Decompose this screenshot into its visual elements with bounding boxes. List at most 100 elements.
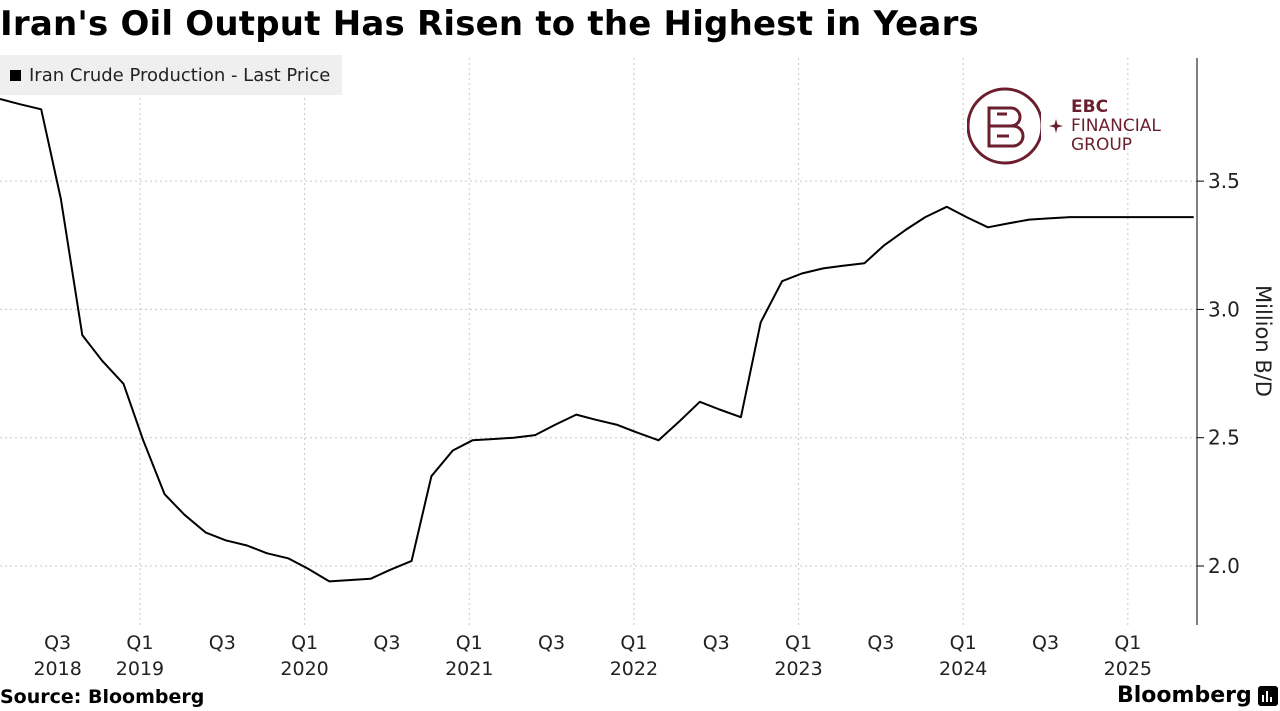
- data-point: [266, 552, 268, 554]
- data-point: [452, 449, 454, 451]
- data-point: [1069, 216, 1071, 218]
- data-point: [81, 334, 83, 336]
- data-point: [101, 360, 103, 362]
- x-axis-ticks: Q3 2018 Q1 2019 Q3 Q1 2020 Q3 Q1 2021 Q3 Q1 2022 Q3 Q1…: [33, 632, 1152, 680]
- x-tick-label: Q3: [373, 632, 400, 654]
- data-point: [595, 419, 597, 421]
- data-point: [471, 439, 473, 441]
- x-year-label: 2025: [1104, 658, 1152, 680]
- data-point: [307, 567, 309, 569]
- data-point: [348, 579, 350, 581]
- data-point: [657, 439, 659, 441]
- data-point: [287, 557, 289, 559]
- y-tick-label: 2.0: [1208, 554, 1240, 578]
- x-year-label: 2023: [774, 658, 822, 680]
- data-point: [534, 434, 536, 436]
- data-point: [1089, 216, 1091, 218]
- data-point: [575, 413, 577, 415]
- legend-label: Iran Crude Production - Last Price: [29, 64, 331, 86]
- x-tick-label: Q3: [44, 632, 71, 654]
- x-tick-label: Q3: [209, 632, 236, 654]
- data-point: [946, 206, 948, 208]
- bloomberg-brand: Bloomberg: [1117, 683, 1278, 708]
- data-point: [163, 493, 165, 495]
- data-point: [554, 424, 556, 426]
- ebc-watermark: EBC FINANCIAL GROUP: [967, 86, 1161, 166]
- x-tick-label: Q1: [950, 632, 977, 654]
- data-point: [246, 544, 248, 546]
- data-point: [1006, 222, 1008, 224]
- y-tick-label: 2.5: [1208, 426, 1240, 450]
- data-point: [904, 229, 906, 231]
- data-point: [430, 475, 432, 477]
- data-point: [842, 265, 844, 267]
- data-point: [122, 383, 124, 385]
- x-tick-label: Q1: [785, 632, 812, 654]
- x-tick-label: Q3: [703, 632, 730, 654]
- data-point: [987, 226, 989, 228]
- data-point: [801, 272, 803, 274]
- watermark-line-3: GROUP: [1071, 134, 1133, 155]
- watermark-line-2: FINANCIAL: [1071, 115, 1161, 136]
- x-tick-label: Q1: [1114, 632, 1141, 654]
- ebc-logo-icon: [967, 87, 1041, 165]
- x-tick-label: Q3: [867, 632, 894, 654]
- x-tick-label: Q1: [620, 632, 647, 654]
- data-point: [389, 569, 391, 571]
- x-year-label: 2021: [445, 658, 493, 680]
- brand-name: Bloomberg: [1117, 683, 1252, 708]
- sparkle-icon: [1049, 119, 1063, 133]
- data-point: [410, 560, 412, 562]
- data-point: [740, 416, 742, 418]
- data-point: [759, 321, 761, 323]
- x-year-label: 2019: [116, 658, 164, 680]
- data-point: [1151, 216, 1153, 218]
- x-tick-label: Q1: [126, 632, 153, 654]
- data-point: [224, 539, 226, 541]
- data-point: [965, 216, 967, 218]
- watermark-text: EBC FINANCIAL GROUP: [1071, 96, 1161, 155]
- watermark-line-1: EBC: [1071, 96, 1109, 117]
- x-year-label: 2020: [280, 658, 328, 680]
- y-tick-label: 3.0: [1208, 297, 1240, 321]
- y-axis-ticks: 2.0 2.5 3.0 3.5: [1197, 169, 1240, 578]
- data-point: [513, 437, 515, 439]
- data-point: [493, 438, 495, 440]
- data-point: [677, 421, 679, 423]
- data-point: [822, 267, 824, 269]
- data-point: [636, 431, 638, 433]
- data-point: [883, 244, 885, 246]
- data-point: [60, 198, 62, 200]
- data-point: [40, 108, 42, 110]
- data-point: [863, 262, 865, 264]
- data-point: [369, 578, 371, 580]
- bloomberg-bars-icon: [1257, 685, 1278, 706]
- x-tick-label: Q3: [538, 632, 565, 654]
- data-point: [924, 216, 926, 218]
- x-year-label: 2018: [33, 658, 81, 680]
- data-point: [1193, 216, 1195, 218]
- data-point: [142, 439, 144, 441]
- data-point: [183, 513, 185, 515]
- x-tick-label: Q1: [291, 632, 318, 654]
- source-note: Source: Bloomberg: [0, 686, 205, 708]
- chart-title: Iran's Oil Output Has Risen to the Highe…: [0, 4, 979, 44]
- x-year-label: 2022: [610, 658, 658, 680]
- data-point: [781, 280, 783, 282]
- y-tick-label: 3.5: [1208, 169, 1240, 193]
- data-point: [718, 408, 720, 410]
- data-point: [19, 103, 21, 105]
- x-tick-label: Q3: [1032, 632, 1059, 654]
- x-tick-label: Q1: [456, 632, 483, 654]
- y-axis-label: Million B/D: [1251, 285, 1275, 397]
- series-line-iran-crude-production: [0, 98, 1194, 583]
- legend: Iran Crude Production - Last Price: [0, 55, 343, 95]
- data-point: [1130, 216, 1132, 218]
- data-point: [328, 580, 330, 582]
- legend-swatch: [10, 69, 21, 81]
- data-point: [1110, 216, 1112, 218]
- data-point: [699, 401, 701, 403]
- data-point: [616, 424, 618, 426]
- data-point: [1171, 216, 1173, 218]
